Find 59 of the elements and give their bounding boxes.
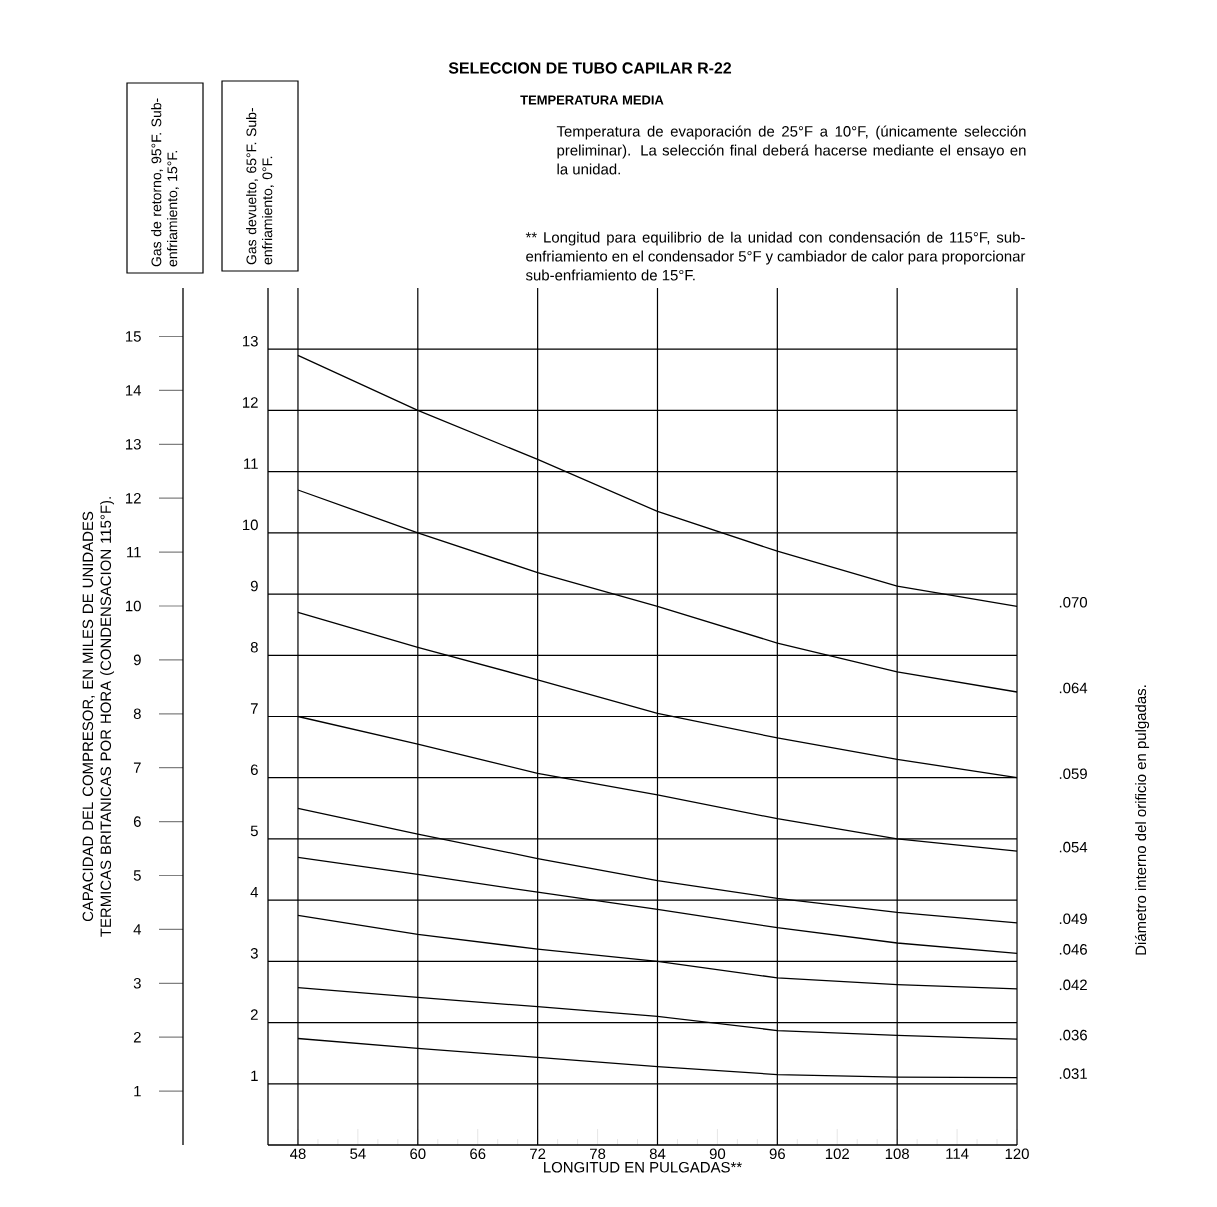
text: .064 bbox=[1059, 682, 1088, 694]
text: ** Longitud para equilibrio de la unidad con condensación de 115°F, sub-enfriamiento en el condensador 5°F y cambiador de calor para proporcionar sub-enfriamiento de 15°F. bbox=[525, 231, 1026, 281]
y2-tick-label: 11 bbox=[244, 458, 258, 469]
text: Gas de retorno, 95°F. Sub-enfriamiento, 15°F. bbox=[151, 98, 179, 267]
text: .046 bbox=[1059, 944, 1087, 955]
chart-subtitle: TEMPERATURA MEDIA bbox=[520, 95, 664, 105]
y-tick-label: 13 bbox=[126, 439, 141, 450]
x-tick-label: 48 bbox=[290, 1148, 306, 1160]
y2-tick-label: 10 bbox=[243, 519, 258, 531]
text: Gas devuelto, 65°F. Sub-enfriamiento, 0°F. bbox=[246, 108, 274, 265]
text: .031 bbox=[1059, 1068, 1087, 1079]
x-tick-label: 66 bbox=[470, 1148, 486, 1160]
x-tick-label: 96 bbox=[769, 1148, 785, 1160]
x-tick-label: 60 bbox=[410, 1148, 426, 1160]
y-axis-title: CAPACIDAD DEL COMPRESOR, EN MILES DE UNIDADES TERMICAS BRITANICAS POR HORA (CONDENSACION 115°F). bbox=[82, 497, 115, 937]
text: .049 bbox=[1059, 913, 1087, 925]
y-tick-label: 4 bbox=[133, 924, 142, 935]
x-tick-label: 78 bbox=[590, 1148, 606, 1160]
y-tick-label: 8 bbox=[133, 708, 141, 720]
y-tick-label: 14 bbox=[126, 385, 142, 396]
y2-tick-label: 6 bbox=[250, 764, 258, 775]
x-tick-label: 90 bbox=[709, 1148, 726, 1160]
legend-title: Diámetro interno del orificio en pulgadas. bbox=[1134, 685, 1150, 955]
text: .059 bbox=[1059, 768, 1087, 779]
x-axis-title: LONGITUD EN PULGADAS** bbox=[544, 1161, 742, 1173]
y2-tick-label: 9 bbox=[250, 580, 258, 592]
y-tick-label: 10 bbox=[126, 600, 141, 612]
y2-tick-label: 4 bbox=[250, 887, 259, 898]
text: .070 bbox=[1059, 597, 1088, 608]
x-tick-label: 108 bbox=[885, 1148, 909, 1160]
y-tick-label: 5 bbox=[133, 870, 141, 881]
x-tick-label: 84 bbox=[649, 1148, 666, 1160]
y-tick-label: 2 bbox=[133, 1031, 141, 1043]
y2-tick-label: 1 bbox=[251, 1070, 258, 1081]
y-tick-label: 9 bbox=[133, 654, 141, 666]
y-tick-label: 15 bbox=[126, 331, 141, 342]
text: Temperatura de evaporación de 25°F a 10°F, (únicamente selección preliminar). La selección final deberá hacerse mediante el ensayo en la unidad. bbox=[556, 125, 1026, 175]
x-tick-label: 54 bbox=[350, 1148, 366, 1159]
y-tick-label: 1 bbox=[134, 1085, 141, 1097]
x-tick-label: 114 bbox=[946, 1148, 969, 1159]
y2-tick-label: 3 bbox=[250, 948, 258, 959]
text: .042 bbox=[1059, 979, 1087, 991]
text: .054 bbox=[1059, 841, 1088, 853]
chart-title: SELECCION DE TUBO CAPILAR R-22 bbox=[448, 62, 732, 74]
text: .036 bbox=[1059, 1029, 1087, 1041]
y2-tick-label: 12 bbox=[243, 397, 258, 408]
y2-tick-label: 13 bbox=[243, 335, 258, 347]
y2-tick-label: 2 bbox=[250, 1009, 258, 1020]
y2-tick-label: 5 bbox=[250, 825, 258, 837]
y2-tick-label: 7 bbox=[250, 703, 258, 714]
y-tick-label: 7 bbox=[133, 762, 141, 773]
y-tick-label: 11 bbox=[127, 546, 141, 558]
y-tick-label: 12 bbox=[126, 492, 141, 504]
y-tick-label: 6 bbox=[133, 816, 141, 827]
x-tick-label: 120 bbox=[1005, 1148, 1029, 1160]
y2-tick-label: 8 bbox=[250, 641, 258, 653]
y-tick-label: 3 bbox=[133, 978, 141, 989]
x-tick-label: 102 bbox=[825, 1148, 849, 1160]
x-tick-label: 72 bbox=[530, 1148, 546, 1159]
